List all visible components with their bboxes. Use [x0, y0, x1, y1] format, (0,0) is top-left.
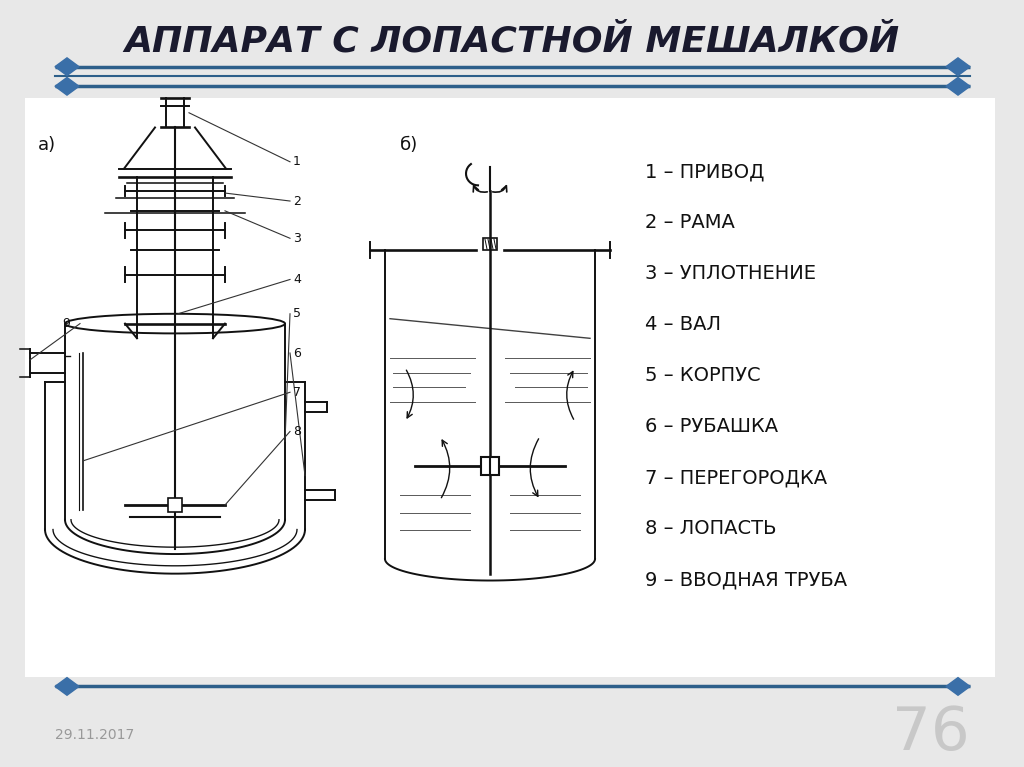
Bar	[483, 239, 497, 250]
Polygon shape	[946, 677, 970, 695]
Text: 4 – ВАЛ: 4 – ВАЛ	[645, 315, 721, 334]
Polygon shape	[55, 58, 79, 75]
Text: 9: 9	[62, 317, 70, 330]
Text: а): а)	[38, 136, 56, 154]
Polygon shape	[946, 58, 970, 75]
Text: б): б)	[400, 136, 418, 154]
Polygon shape	[55, 77, 79, 95]
Text: 8: 8	[293, 425, 301, 438]
FancyBboxPatch shape	[25, 98, 995, 676]
Text: 4: 4	[293, 273, 301, 286]
Text: 1 – ПРИВОД: 1 – ПРИВОД	[645, 162, 765, 181]
Polygon shape	[946, 77, 970, 95]
Text: 3: 3	[293, 232, 301, 245]
Text: 3 – УПЛОТНЕНИЕ: 3 – УПЛОТНЕНИЕ	[645, 264, 816, 283]
Text: 1: 1	[293, 155, 301, 168]
Bar	[481, 457, 499, 475]
Text: 29.11.2017: 29.11.2017	[55, 729, 134, 742]
Text: 5 – КОРПУС: 5 – КОРПУС	[645, 366, 761, 385]
Text: 2: 2	[293, 195, 301, 208]
Text: 7: 7	[293, 386, 301, 399]
Text: 7 – ПЕРЕГОРОДКА: 7 – ПЕРЕГОРОДКА	[645, 468, 827, 487]
Text: АППАРАТ С ЛОПАСТНОЙ МЕШАЛКОЙ: АППАРАТ С ЛОПАСТНОЙ МЕШАЛКОЙ	[125, 25, 899, 58]
Text: 6: 6	[293, 347, 301, 360]
Text: 8 – ЛОПАСТЬ: 8 – ЛОПАСТЬ	[645, 519, 776, 538]
Text: 9 – ВВОДНАЯ ТРУБА: 9 – ВВОДНАЯ ТРУБА	[645, 570, 847, 589]
Text: 76: 76	[892, 704, 970, 763]
Bar	[168, 498, 182, 512]
Polygon shape	[55, 677, 79, 695]
Text: 5: 5	[293, 308, 301, 321]
Text: 2 – РАМА: 2 – РАМА	[645, 213, 735, 232]
Text: 6 – РУБАШКА: 6 – РУБАШКА	[645, 417, 778, 436]
